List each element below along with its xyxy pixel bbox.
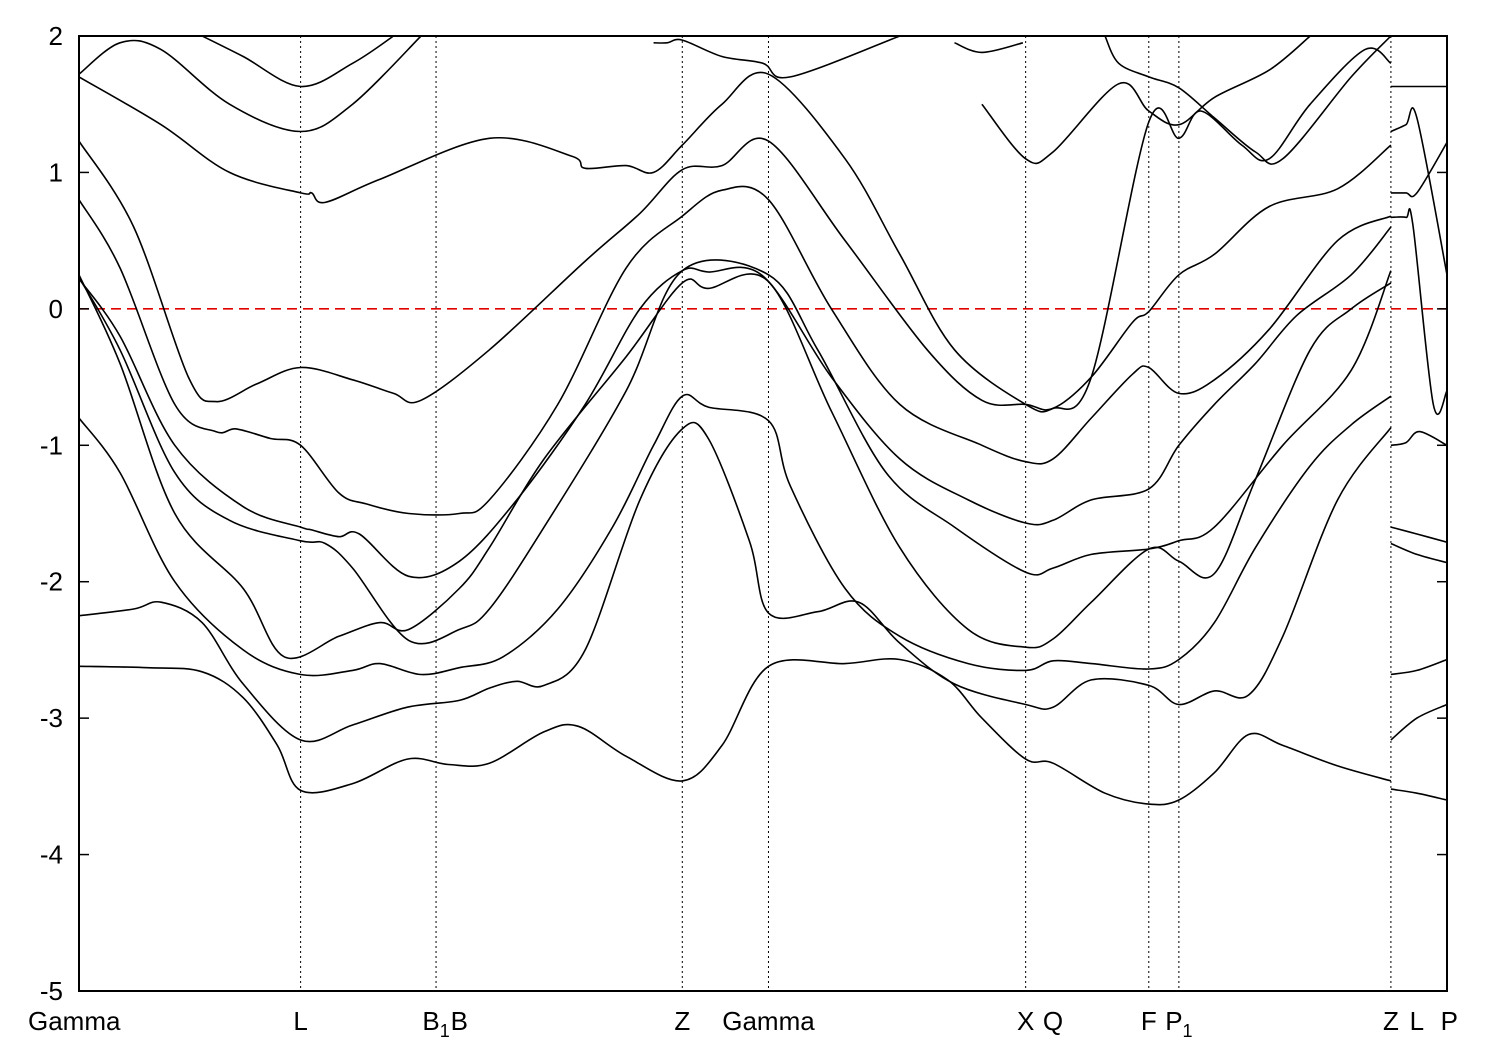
kpoint-lines xyxy=(300,36,1392,991)
band-line xyxy=(1390,141,1447,198)
y-tick-label: 2 xyxy=(49,21,63,51)
x-tick-label: Gamma xyxy=(28,1006,121,1036)
x-tick-label: B xyxy=(451,1006,468,1036)
band-line xyxy=(1390,658,1447,676)
y-tick-label: -2 xyxy=(40,567,63,597)
x-tick-label: P1 xyxy=(1165,1006,1192,1041)
x-tick-label: Gamma xyxy=(722,1006,815,1036)
band-curves xyxy=(79,36,1447,806)
band-line xyxy=(201,36,395,88)
x-tick-label: B1 xyxy=(422,1006,449,1041)
y-tick-label: 0 xyxy=(49,294,63,324)
band-line xyxy=(1390,107,1447,275)
y-tick-label: -4 xyxy=(40,840,63,870)
y-axis: 2 1 0 -1 -2 -3 -4 -5 xyxy=(40,21,1447,1006)
band-line xyxy=(79,137,1392,411)
x-tick-label: X xyxy=(1017,1006,1034,1036)
band-line xyxy=(1104,36,1392,165)
band-line xyxy=(79,259,1392,645)
x-tick-label: P xyxy=(1441,1006,1458,1036)
y-tick-label: 1 xyxy=(49,157,63,187)
x-tick-label: F xyxy=(1141,1006,1157,1036)
band-line xyxy=(981,36,1311,165)
band-line xyxy=(1390,430,1447,447)
band-line xyxy=(79,421,1392,743)
plot-frame xyxy=(78,35,1448,992)
x-tick-label: Z xyxy=(674,1006,690,1036)
x-tick-label: Q xyxy=(1043,1006,1063,1036)
y-tick-label: -5 xyxy=(40,976,63,1006)
x-tick-label: Z xyxy=(1383,1006,1399,1036)
x-tick-label: L xyxy=(293,1006,307,1036)
band-line xyxy=(79,393,1392,677)
band-line xyxy=(79,185,1392,516)
band-line xyxy=(954,42,1024,54)
band-line xyxy=(79,273,1392,660)
x-tick-label: L xyxy=(1410,1006,1424,1036)
x-axis: Gamma L B1 B Z Gamma X Q F P1 Z L P xyxy=(28,1006,1458,1041)
band-line xyxy=(79,47,1392,413)
band-line xyxy=(1390,542,1447,564)
band-line xyxy=(79,36,422,133)
band-line xyxy=(1390,788,1447,801)
band-line xyxy=(1390,207,1447,415)
band-line xyxy=(1390,526,1447,543)
y-tick-label: -1 xyxy=(40,430,63,460)
band-line xyxy=(1390,703,1447,741)
band-line xyxy=(79,226,1392,579)
band-line xyxy=(653,36,901,79)
y-tick-label: -3 xyxy=(40,703,63,733)
band-line xyxy=(79,658,1392,806)
